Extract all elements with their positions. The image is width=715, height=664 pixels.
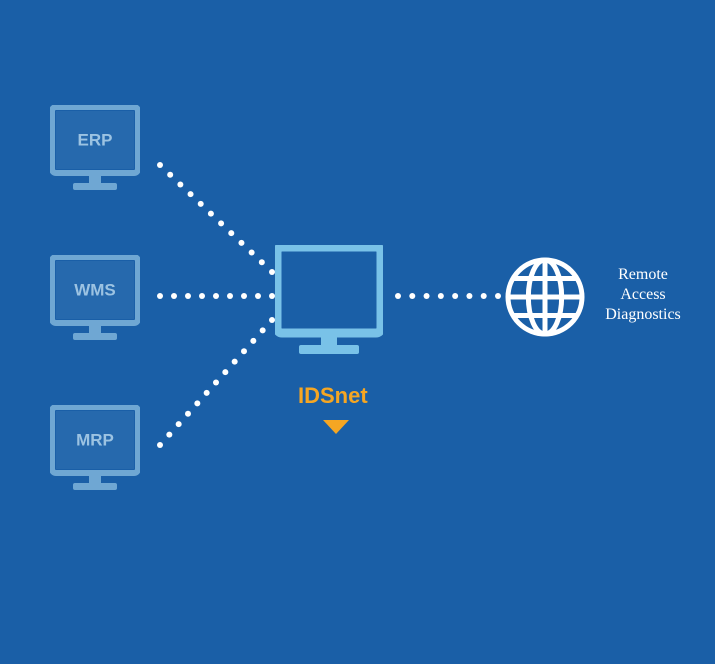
connection-lines xyxy=(0,0,715,664)
